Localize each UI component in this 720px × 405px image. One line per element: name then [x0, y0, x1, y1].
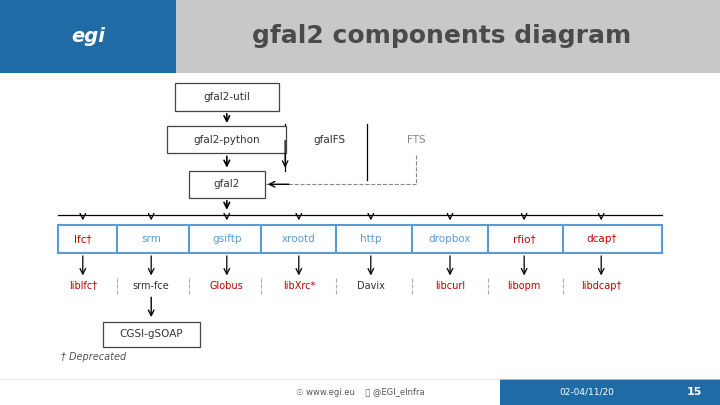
- Text: srm-fce: srm-fce: [132, 281, 170, 290]
- Text: gsiftp: gsiftp: [212, 234, 241, 244]
- Text: Davix: Davix: [357, 281, 384, 290]
- Text: † Deprecated: † Deprecated: [61, 352, 127, 362]
- Text: lfc†: lfc†: [74, 234, 91, 244]
- Bar: [167, 126, 286, 153]
- Bar: [500, 379, 720, 405]
- Text: gfal2 components diagram: gfal2 components diagram: [252, 24, 631, 49]
- Text: 15: 15: [687, 387, 703, 397]
- Bar: [58, 225, 662, 253]
- Text: liblfc†: liblfc†: [68, 281, 97, 290]
- Text: http: http: [360, 234, 382, 244]
- Bar: [0, 0, 720, 65]
- Text: gfal2-python: gfal2-python: [194, 135, 260, 145]
- Text: dcap†: dcap†: [586, 234, 616, 244]
- Text: xrootd: xrootd: [282, 234, 315, 244]
- Bar: [174, 83, 279, 111]
- Text: gfal2-util: gfal2-util: [203, 92, 251, 102]
- Text: libopm: libopm: [508, 281, 541, 290]
- Bar: [0, 0, 176, 73]
- Text: FTS: FTS: [407, 135, 426, 145]
- Bar: [176, 65, 720, 73]
- Text: ☉ www.egi.eu     @EGI_eInfra: ☉ www.egi.eu  @EGI_eInfra: [296, 388, 424, 396]
- Bar: [102, 322, 199, 347]
- Text: Globus: Globus: [210, 281, 243, 290]
- Text: gfalFS: gfalFS: [314, 135, 346, 145]
- Text: libcurl: libcurl: [435, 281, 465, 290]
- Text: rfio†: rfio†: [513, 234, 536, 244]
- Text: libXrc*: libXrc*: [283, 281, 315, 290]
- Bar: [0, 65, 720, 405]
- Text: egi: egi: [71, 27, 106, 46]
- Bar: [0, 379, 720, 405]
- Text: libdcap†: libdcap†: [581, 281, 621, 290]
- Text: CGSI-gSOAP: CGSI-gSOAP: [120, 329, 183, 339]
- Bar: [189, 171, 265, 198]
- Text: dropbox: dropbox: [428, 234, 472, 244]
- Text: srm: srm: [141, 234, 161, 244]
- Text: gfal2: gfal2: [214, 179, 240, 189]
- Text: 02-04/11/20: 02-04/11/20: [559, 388, 614, 396]
